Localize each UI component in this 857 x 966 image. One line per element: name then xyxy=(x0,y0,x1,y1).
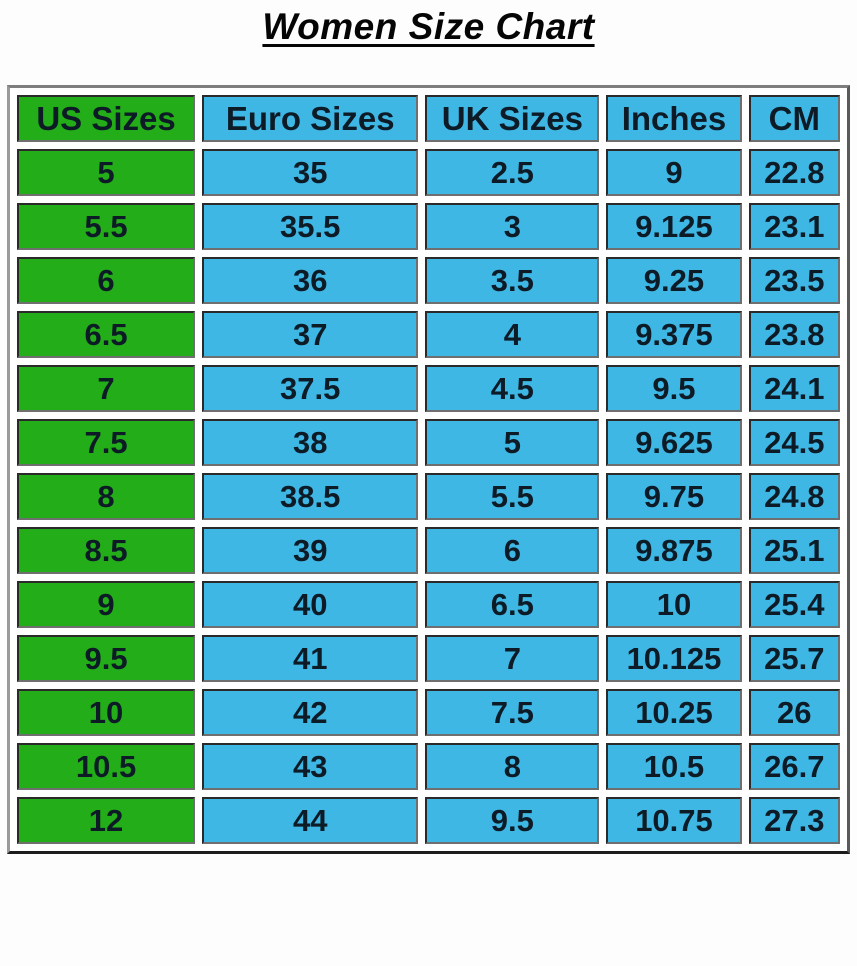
table-cell-us-sizes: 8 xyxy=(17,473,196,520)
table-row: 12 44 9.5 10.75 27.3 xyxy=(17,797,840,844)
table-cell-cm: 27.3 xyxy=(748,797,840,844)
table-cell-euro-sizes: 37.5 xyxy=(202,365,419,412)
table-cell-euro-sizes: 35.5 xyxy=(202,203,419,250)
table-cell-inches: 9.75 xyxy=(606,473,742,520)
table-cell-us-sizes: 7 xyxy=(17,365,196,412)
table-row: 10 42 7.5 10.25 26 xyxy=(17,689,840,736)
table-cell-uk-sizes: 8 xyxy=(425,743,600,790)
table-cell-euro-sizes: 40 xyxy=(202,581,419,628)
table-cell-euro-sizes: 39 xyxy=(202,527,419,574)
table-cell-inches: 9.375 xyxy=(606,311,742,358)
header-cell-us-sizes: US Sizes xyxy=(17,95,196,142)
table-cell-cm: 25.7 xyxy=(748,635,840,682)
table-header: US Sizes Euro Sizes UK Sizes Inches CM xyxy=(17,95,840,142)
table-cell-us-sizes: 9.5 xyxy=(17,635,196,682)
table-cell-inches: 9.875 xyxy=(606,527,742,574)
table-cell-uk-sizes: 5.5 xyxy=(425,473,600,520)
table-cell-uk-sizes: 9.5 xyxy=(425,797,600,844)
table-cell-uk-sizes: 7.5 xyxy=(425,689,600,736)
table-cell-us-sizes: 7.5 xyxy=(17,419,196,466)
header-cell-uk-sizes: UK Sizes xyxy=(425,95,600,142)
table-cell-us-sizes: 6.5 xyxy=(17,311,196,358)
table-cell-us-sizes: 5.5 xyxy=(17,203,196,250)
table-body: 5 35 2.5 9 22.8 5.5 35.5 3 9.125 23.1 6 36 3.5 9.25 23… xyxy=(17,149,840,844)
table-cell-cm: 23.5 xyxy=(748,257,840,304)
table-cell-euro-sizes: 36 xyxy=(202,257,419,304)
table-row: 5 35 2.5 9 22.8 xyxy=(17,149,840,196)
table-cell-inches: 9.625 xyxy=(606,419,742,466)
table-cell-euro-sizes: 44 xyxy=(202,797,419,844)
table-cell-uk-sizes: 5 xyxy=(425,419,600,466)
table-cell-euro-sizes: 37 xyxy=(202,311,419,358)
table-cell-us-sizes: 10.5 xyxy=(17,743,196,790)
table-cell-us-sizes: 8.5 xyxy=(17,527,196,574)
table-cell-uk-sizes: 6.5 xyxy=(425,581,600,628)
table-row: 6 36 3.5 9.25 23.5 xyxy=(17,257,840,304)
table-cell-uk-sizes: 3 xyxy=(425,203,600,250)
table-cell-cm: 25.4 xyxy=(748,581,840,628)
table-cell-uk-sizes: 6 xyxy=(425,527,600,574)
table-row: 8 38.5 5.5 9.75 24.8 xyxy=(17,473,840,520)
header-row: US Sizes Euro Sizes UK Sizes Inches CM xyxy=(17,95,840,142)
table-cell-euro-sizes: 35 xyxy=(202,149,419,196)
table-cell-us-sizes: 10 xyxy=(17,689,196,736)
table-cell-cm: 24.8 xyxy=(748,473,840,520)
table-cell-us-sizes: 5 xyxy=(17,149,196,196)
table-cell-cm: 25.1 xyxy=(748,527,840,574)
table-cell-euro-sizes: 38.5 xyxy=(202,473,419,520)
table-row: 9.5 41 7 10.125 25.7 xyxy=(17,635,840,682)
table-cell-cm: 23.8 xyxy=(748,311,840,358)
table-cell-us-sizes: 12 xyxy=(17,797,196,844)
table-cell-inches: 10 xyxy=(606,581,742,628)
table-cell-uk-sizes: 3.5 xyxy=(425,257,600,304)
size-chart-table: US Sizes Euro Sizes UK Sizes Inches CM 5 35 2.… xyxy=(7,85,850,854)
table-cell-inches: 9.125 xyxy=(606,203,742,250)
header-cell-inches: Inches xyxy=(606,95,742,142)
table-cell-inches: 9.25 xyxy=(606,257,742,304)
table-cell-uk-sizes: 4 xyxy=(425,311,600,358)
table-cell-uk-sizes: 4.5 xyxy=(425,365,600,412)
header-cell-euro-sizes: Euro Sizes xyxy=(202,95,419,142)
table-cell-cm: 24.5 xyxy=(748,419,840,466)
table-row: 10.5 43 8 10.5 26.7 xyxy=(17,743,840,790)
header-cell-cm: CM xyxy=(748,95,840,142)
table-cell-inches: 9 xyxy=(606,149,742,196)
table-cell-cm: 23.1 xyxy=(748,203,840,250)
table-cell-inches: 10.5 xyxy=(606,743,742,790)
page-title: Women Size Chart xyxy=(262,6,595,47)
table-row: 9 40 6.5 10 25.4 xyxy=(17,581,840,628)
table-cell-inches: 9.5 xyxy=(606,365,742,412)
table-row: 6.5 37 4 9.375 23.8 xyxy=(17,311,840,358)
table-cell-uk-sizes: 2.5 xyxy=(425,149,600,196)
table-cell-cm: 24.1 xyxy=(748,365,840,412)
table-cell-inches: 10.75 xyxy=(606,797,742,844)
table-row: 5.5 35.5 3 9.125 23.1 xyxy=(17,203,840,250)
table-row: 8.5 39 6 9.875 25.1 xyxy=(17,527,840,574)
table-cell-euro-sizes: 38 xyxy=(202,419,419,466)
table-cell-inches: 10.125 xyxy=(606,635,742,682)
table-cell-cm: 22.8 xyxy=(748,149,840,196)
table-cell-euro-sizes: 43 xyxy=(202,743,419,790)
table-cell-cm: 26.7 xyxy=(748,743,840,790)
table-cell-euro-sizes: 41 xyxy=(202,635,419,682)
table-cell-us-sizes: 9 xyxy=(17,581,196,628)
table-cell-inches: 10.25 xyxy=(606,689,742,736)
table-cell-uk-sizes: 7 xyxy=(425,635,600,682)
table-row: 7.5 38 5 9.625 24.5 xyxy=(17,419,840,466)
table-cell-cm: 26 xyxy=(748,689,840,736)
table-cell-us-sizes: 6 xyxy=(17,257,196,304)
table-cell-euro-sizes: 42 xyxy=(202,689,419,736)
table-row: 7 37.5 4.5 9.5 24.1 xyxy=(17,365,840,412)
